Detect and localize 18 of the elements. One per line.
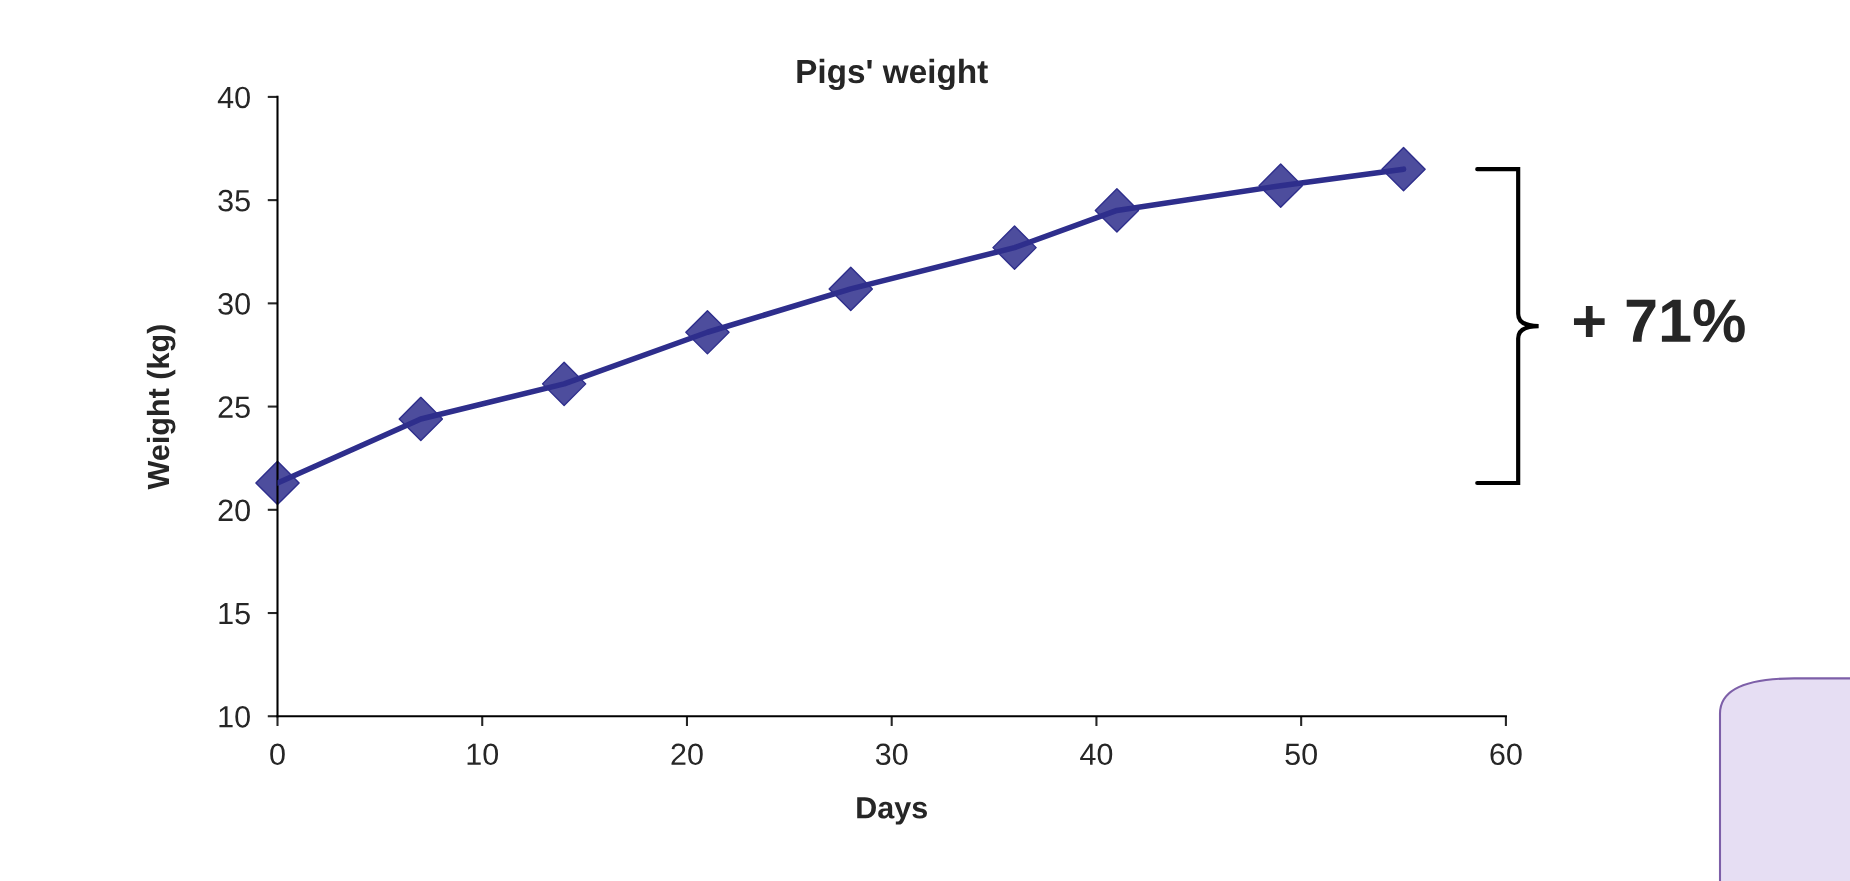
x-tick-label: 50 (1285, 743, 1317, 766)
y-tick-label: 20 (218, 499, 250, 522)
x-tick-label: 60 (1490, 743, 1522, 766)
y-tick-label: 10 (219, 705, 250, 728)
y-axis-title: Weight (kg) (146, 325, 176, 490)
y-tick-label: 40 (217, 86, 250, 109)
text: + 71% (1573, 299, 1745, 343)
y-tick-label: 25 (218, 396, 250, 418)
x-tick-label: 0 (270, 743, 285, 766)
x-axis-title: Days (857, 797, 927, 825)
x-tick-label: 30 (875, 743, 908, 766)
chart-title: Pigs' weight (797, 58, 988, 91)
y-tick-label: 15 (219, 603, 250, 625)
x-tick-label: 40 (1080, 743, 1113, 766)
x-tick-label: 20 (671, 743, 703, 766)
y-tick-label: 35 (218, 189, 250, 212)
x-tick-label: 10 (467, 743, 499, 766)
y-tick-label: 30 (218, 293, 250, 315)
